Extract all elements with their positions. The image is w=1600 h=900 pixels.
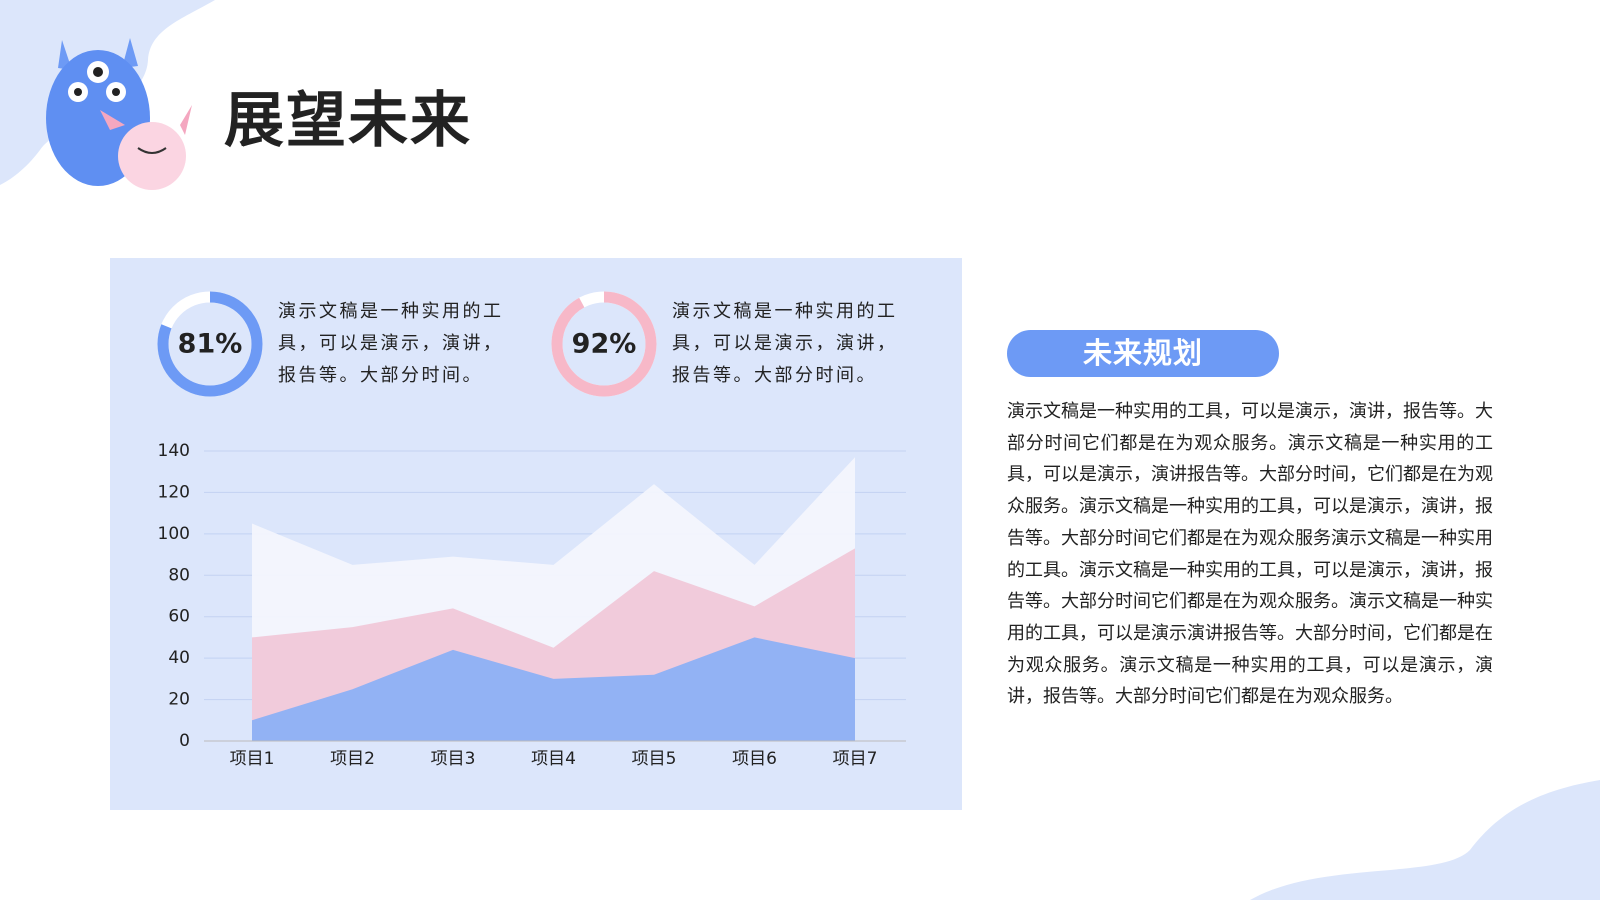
body-text: 演示文稿是一种实用的工具，可以是演示，演讲，报告等。大部分时间它们都是在为观众服… xyxy=(1007,401,1493,708)
x-tick-label: 项目6 xyxy=(732,749,777,769)
y-tick-label: 20 xyxy=(168,690,190,710)
x-tick-label: 项目7 xyxy=(833,749,878,769)
x-tick-label: 项目5 xyxy=(632,749,677,769)
mascot xyxy=(46,38,192,190)
y-tick-label: 60 xyxy=(168,607,190,627)
y-tick-label: 120 xyxy=(158,482,190,502)
y-tick-label: 100 xyxy=(158,524,190,544)
decor-blob xyxy=(1250,780,1600,900)
section-heading: 未来规划 xyxy=(1007,330,1279,377)
title: 展望未来 xyxy=(224,86,472,156)
donut-arc xyxy=(157,291,263,397)
donut-label: 81% xyxy=(178,329,243,360)
donut-label: 92% xyxy=(572,329,637,360)
stat-text: 演示文稿是一种实用的工具，可以是演示，演讲，报告等。大部分时间。 xyxy=(278,301,504,386)
area xyxy=(252,637,855,741)
x-tick-label: 项目3 xyxy=(431,749,476,769)
x-tick-label: 项目2 xyxy=(330,749,375,769)
stat-text: 演示文稿是一种实用的工具，可以是演示，演讲，报告等。大部分时间。 xyxy=(672,301,898,386)
y-tick-label: 0 xyxy=(179,731,190,751)
donut-arc xyxy=(551,291,657,397)
x-tick-label: 项目4 xyxy=(531,749,576,769)
y-tick-label: 140 xyxy=(158,441,190,461)
y-tick-label: 40 xyxy=(168,648,190,668)
y-tick-label: 80 xyxy=(168,565,190,585)
x-tick-label: 项目1 xyxy=(230,749,275,769)
